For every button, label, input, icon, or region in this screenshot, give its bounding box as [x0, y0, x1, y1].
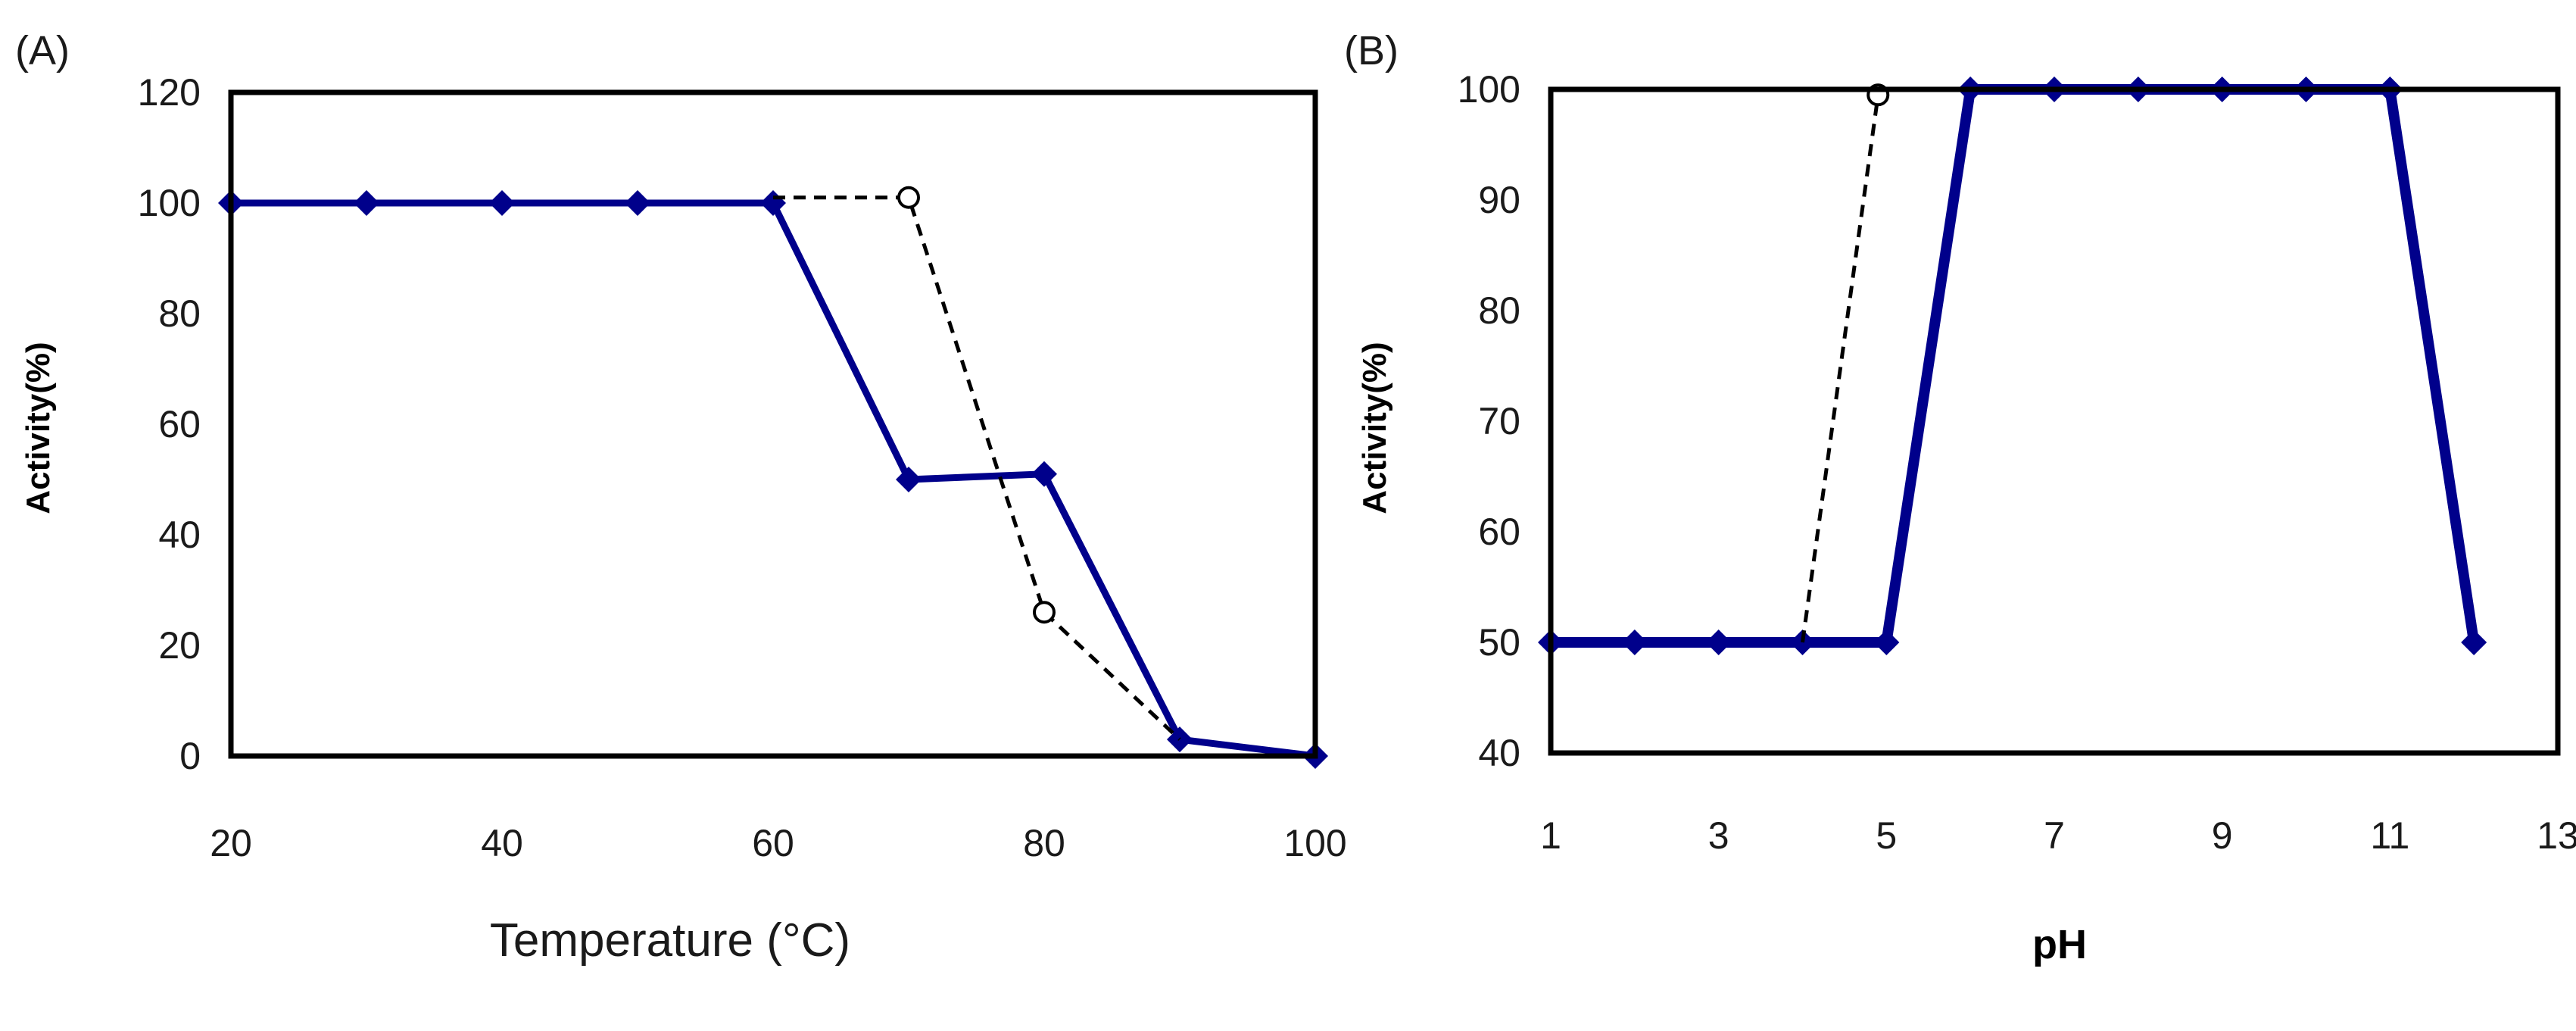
- panel-b-y-tick: 60: [1478, 511, 1520, 553]
- panel-a-y-tick: 20: [158, 624, 201, 667]
- panel-a-circle-marker: [897, 186, 920, 209]
- panel-b-y-tick: 50: [1478, 621, 1520, 664]
- panel-b-diamond-marker: [1621, 630, 1648, 655]
- panel-a-label: (A): [15, 28, 70, 73]
- panel-a-y-tick: 80: [158, 292, 201, 335]
- panel-b-x-tick: 13: [2537, 814, 2576, 857]
- panel-b-x-axis-label: pH: [2032, 922, 2087, 967]
- panel-b-diamond-marker: [1705, 630, 1732, 655]
- panel-a-x-tick: 100: [1283, 822, 1346, 864]
- panel-a-diamond-marker: [489, 190, 515, 216]
- panel-b-x-tick: 7: [2044, 814, 2065, 857]
- panel-a-series-solid-line: [231, 199, 1316, 760]
- panel-a-diamond-marker: [625, 190, 650, 216]
- panel-a-series-dashed-line: [773, 195, 1181, 741]
- panel-a-diamond-marker: [1031, 461, 1057, 487]
- panel-a-x-tick: 80: [1023, 822, 1065, 864]
- panel-b-x-tick: 9: [2212, 814, 2233, 857]
- panel-a-y-axis-label: Activity(%): [20, 342, 57, 514]
- panel-b-y-tick: 40: [1478, 732, 1520, 774]
- panel-a-y-tick: 0: [179, 735, 201, 777]
- panel-b-y-tick: 70: [1478, 400, 1520, 442]
- panel-b-label: (B): [1344, 28, 1399, 73]
- panel-b-x-tick: 5: [1876, 814, 1897, 857]
- panel-a-diamond-marker: [354, 190, 379, 216]
- panel-a-x-tick: 60: [752, 822, 794, 864]
- panel-b-y-tick: 90: [1478, 179, 1520, 221]
- panel-b-x-tick: 3: [1708, 814, 1729, 857]
- panel-b-y-tick: 100: [1458, 68, 1520, 111]
- panel-a-diamond-marker: [760, 190, 786, 216]
- panel-a-y-tick: 60: [158, 403, 201, 445]
- panel-a-circle-marker: [1033, 601, 1056, 624]
- panel-b-plot-frame: [1548, 86, 2561, 756]
- panel-a-plot-frame: [228, 89, 1318, 759]
- panel-b-series-dashed-line: [1801, 94, 1880, 643]
- panel-b-y-axis-label: Activity(%): [1356, 342, 1393, 514]
- panel-b-x-tick: 1: [1540, 814, 1561, 857]
- chart-panel-a: (A) 20 40 60 80 100 0 20 40 60 80 100 120 Activity(…: [15, 28, 1347, 967]
- panel-b-x-tick: 11: [2370, 814, 2409, 857]
- panel-a-diamond-marker: [896, 467, 922, 492]
- panel-b-y-tick: 80: [1478, 289, 1520, 332]
- panel-b-diamond-marker: [2461, 630, 2487, 655]
- panel-a-x-axis-label: Temperature (°C): [490, 914, 850, 967]
- panel-a-x-tick: 20: [210, 822, 252, 864]
- panel-b-series-solid-line: [1551, 84, 2480, 648]
- panel-a-y-tick: 100: [138, 182, 201, 224]
- panel-a-y-tick: 40: [158, 514, 201, 556]
- panel-a-y-tick: 120: [138, 71, 201, 114]
- panel-a-x-tick: 40: [481, 822, 523, 864]
- panel-b-diamond-marker: [1873, 630, 1900, 655]
